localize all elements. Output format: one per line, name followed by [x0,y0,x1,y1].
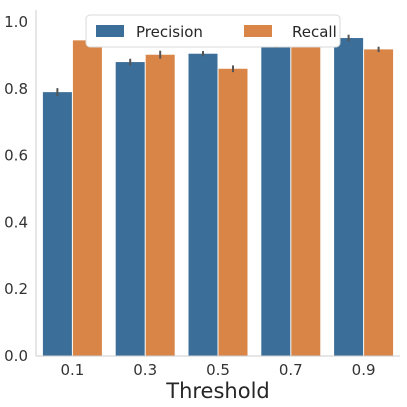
legend-swatch-precision [96,25,124,37]
bar-recall-0.5 [218,68,248,356]
legend-frame [85,14,341,48]
x-tick-label: 0.9 [352,361,376,379]
x-tick-label: 0.7 [279,361,303,379]
x-tick-label: 0.3 [133,361,157,379]
bar-precision-0.5 [188,53,218,356]
y-tick-label: 0.4 [4,213,28,231]
bar-precision-0.9 [334,38,364,356]
bar-recall-0.7 [291,43,321,357]
y-tick-label: 0.8 [4,80,28,98]
legend: Precision Recall [85,14,341,48]
x-tick-label: 0.1 [60,361,84,379]
bar-recall-0.9 [364,49,394,356]
bar-recall-0.1 [72,40,102,357]
bar-recall-0.3 [145,54,175,357]
legend-swatch-recall [244,25,272,37]
y-tick-label: 1.0 [4,13,28,31]
y-tick-label: 0.2 [4,280,28,298]
legend-label-recall: Recall [292,23,337,41]
y-tick-label: 0.6 [4,147,28,165]
legend-label-precision: Precision [136,23,203,41]
bar-precision-0.3 [115,62,145,357]
bars-layer [42,38,394,357]
x-axis-label: Threshold [165,379,270,403]
bar-precision-0.1 [42,92,72,356]
x-axis-ticks: 0.1 0.3 0.5 0.7 0.9 [60,361,375,379]
y-axis-ticks: 0.0 0.2 0.4 0.6 0.8 1.0 [4,13,28,365]
x-tick-label: 0.5 [206,361,230,379]
bar-precision-0.7 [261,44,291,356]
y-tick-label: 0.0 [4,347,28,365]
